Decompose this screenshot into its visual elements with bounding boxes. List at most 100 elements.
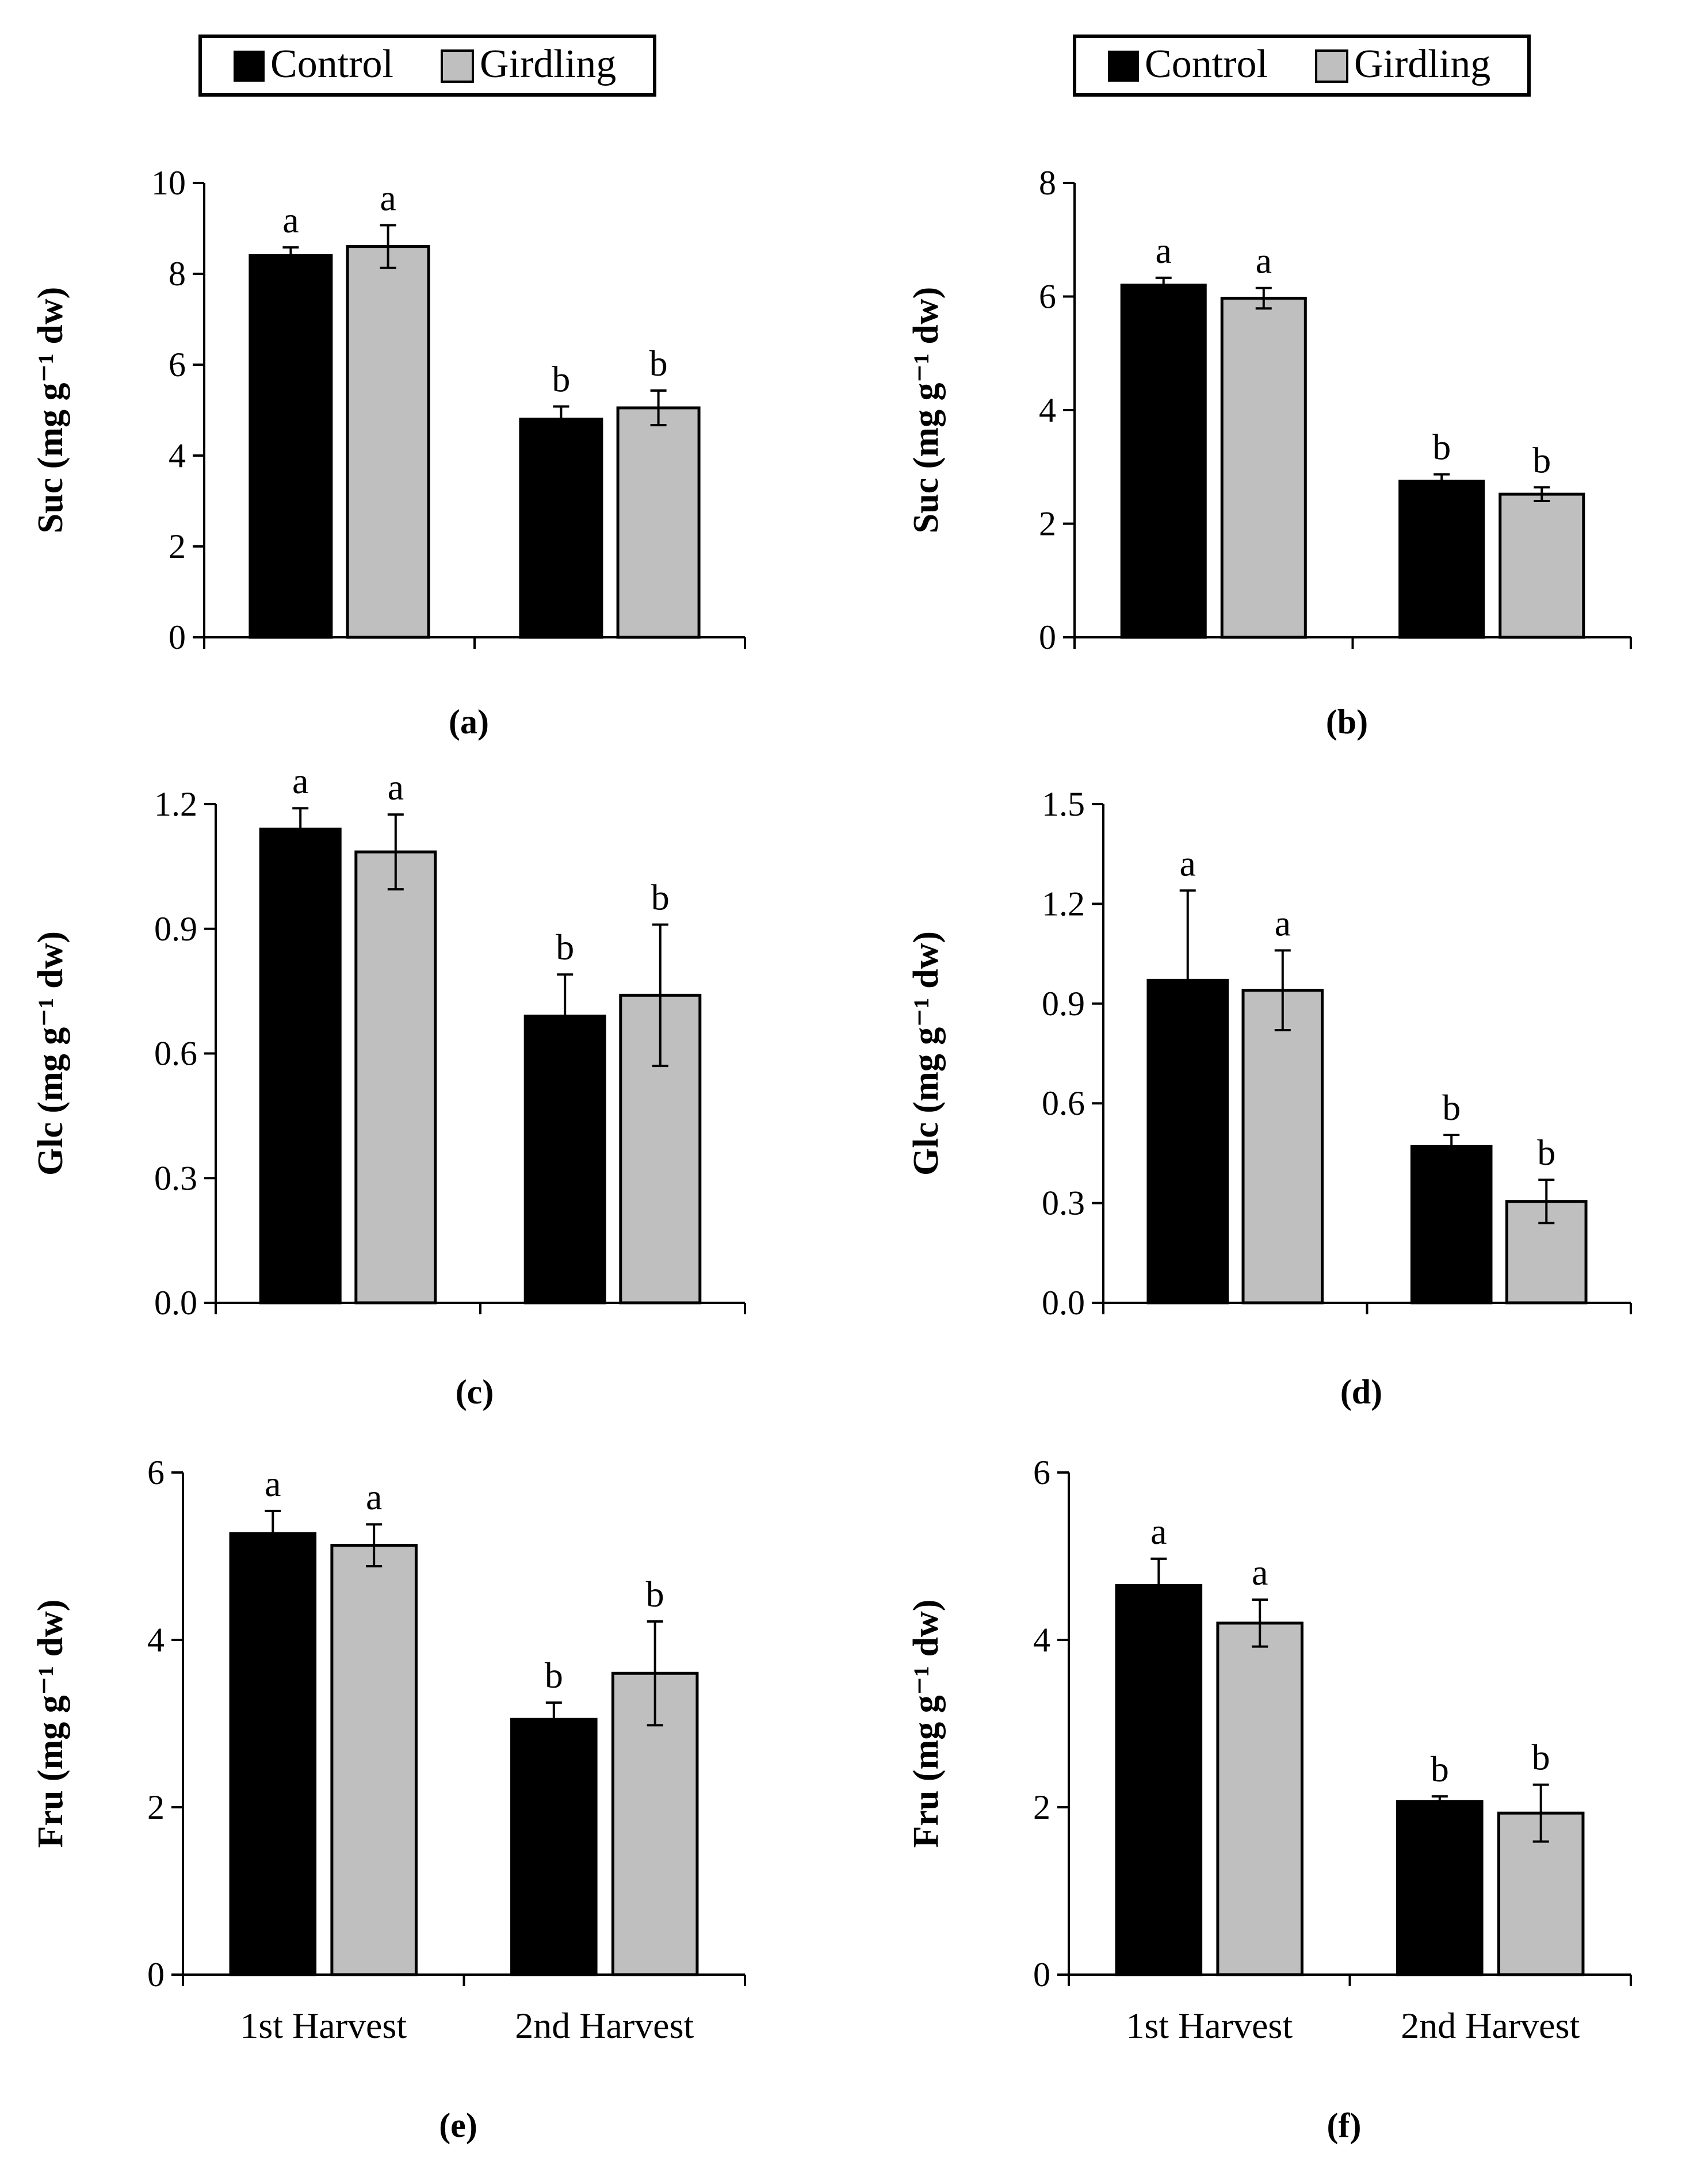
significance-letter: a: [380, 177, 396, 218]
y-tick-label: 6: [1033, 1454, 1050, 1491]
y-tick-label: 4: [169, 437, 186, 475]
significance-letter: a: [366, 1477, 382, 1517]
significance-letter: b: [1442, 1087, 1461, 1128]
x-category-label: 1st Harvest: [1126, 2005, 1293, 2046]
chart-panel-4: 0.0 0.3 0.6 0.9 1.2 1.5 a a b b Glc (mg g⁻¹ dw) (d): [907, 785, 1632, 1411]
significance-letter: a: [282, 200, 299, 240]
bar-control-2: [523, 1014, 606, 1305]
significance-letter: b: [545, 1655, 563, 1696]
y-tick-label: 0: [1033, 1956, 1050, 1994]
legend-left-label-girdling: Girdling: [480, 42, 616, 86]
y-tick-label: 2: [169, 527, 186, 565]
significance-letter: b: [651, 877, 670, 918]
significance-letter: a: [1275, 902, 1291, 943]
x-category-label: 2nd Harvest: [1401, 2005, 1580, 2046]
y-tick-label: 0.3: [154, 1159, 197, 1197]
panel-label: (e): [439, 2106, 477, 2144]
significance-letter: a: [292, 760, 308, 801]
x-category-label: 1st Harvest: [240, 2005, 407, 2046]
y-tick-label: 1.5: [1042, 785, 1085, 823]
y-tick-label: 0.3: [1042, 1184, 1085, 1222]
y-tick-label: 4: [147, 1621, 165, 1659]
significance-letter: b: [1431, 1749, 1449, 1789]
bar-girdling-1: [1220, 296, 1307, 639]
y-tick-label: 8: [169, 255, 186, 293]
y-tick-label: 6: [1039, 278, 1056, 316]
y-tick-label: 2: [1033, 1788, 1050, 1826]
chart-panel-1: 0 2 4 6 8 10 a a b b Suc (mg g⁻¹ dw) (a): [31, 164, 746, 741]
significance-letter: a: [1252, 1552, 1268, 1593]
y-tick-label: 0: [1039, 618, 1056, 656]
significance-letter: a: [1180, 843, 1196, 883]
legend-left-swatch-control: [234, 51, 265, 82]
y-tick-label: 0.6: [1042, 1084, 1085, 1122]
significance-letter: b: [1537, 1132, 1555, 1173]
chart-panel-6: 0 2 4 6 a a 1st Harvest b b 2nd Harvest Fru (mg g⁻…: [907, 1454, 1632, 2144]
legend-left-swatch-girdling: [441, 49, 474, 83]
y-axis-title: Suc (mg g⁻¹ dw): [907, 287, 946, 534]
significance-letter: b: [1432, 427, 1451, 468]
bar-girdling-2: [1498, 492, 1585, 639]
bar-control-2: [1396, 1800, 1484, 1976]
y-axis-title: Glc (mg g⁻¹ dw): [31, 931, 70, 1176]
legend-right-label-girdling: Girdling: [1354, 42, 1490, 86]
y-axis-title: Fru (mg g⁻¹ dw): [907, 1600, 946, 1848]
bar-girdling-1: [1216, 1621, 1303, 1976]
y-tick-label: 4: [1039, 391, 1056, 429]
legend-right: Control Girdling: [1073, 35, 1531, 97]
significance-letter: a: [388, 767, 404, 808]
bar-control-1: [1120, 284, 1207, 639]
bar-control-2: [1410, 1145, 1493, 1305]
y-tick-label: 0.0: [1042, 1284, 1085, 1322]
bar-girdling-1: [330, 1544, 418, 1976]
legend-right-label-control: Control: [1145, 42, 1268, 86]
bar-control-2: [519, 418, 603, 639]
panel-label: (f): [1327, 2106, 1362, 2144]
y-tick-label: 0.9: [1042, 985, 1085, 1023]
y-tick-label: 2: [147, 1788, 165, 1826]
y-tick-label: 1.2: [154, 785, 197, 823]
y-tick-label: 0.0: [154, 1284, 197, 1322]
legend-right-swatch-control: [1108, 51, 1139, 82]
y-tick-label: 1.2: [1042, 885, 1085, 923]
y-tick-label: 10: [151, 164, 186, 202]
y-axis-title: Suc (mg g⁻¹ dw): [31, 287, 70, 534]
significance-letter: b: [646, 1574, 664, 1615]
significance-letter: a: [265, 1463, 281, 1504]
legend-left: Control Girdling: [198, 35, 656, 97]
panel-label: (a): [449, 703, 489, 741]
y-tick-label: 4: [1033, 1621, 1050, 1659]
panel-label: (b): [1326, 703, 1368, 741]
bar-girdling-1: [346, 245, 430, 639]
y-axis-title: Fru (mg g⁻¹ dw): [31, 1600, 70, 1848]
panel-label: (d): [1340, 1373, 1382, 1411]
y-tick-label: 2: [1039, 505, 1056, 543]
y-axis-title: Glc (mg g⁻¹ dw): [907, 931, 946, 1176]
significance-letter: a: [1150, 1511, 1167, 1552]
chart-panels: 0 2 4 6 8 10 a a b b Suc (mg g⁻¹ dw) (a) 0 2 4 6 8 a a b b Su…: [31, 164, 1632, 2144]
y-tick-label: 0: [147, 1956, 165, 1994]
legend-left-label-control: Control: [270, 42, 393, 86]
y-tick-label: 0: [169, 618, 186, 656]
y-tick-label: 0.9: [154, 910, 197, 948]
significance-letter: b: [1532, 439, 1551, 480]
bar-control-1: [249, 254, 333, 639]
y-tick-label: 8: [1039, 164, 1056, 202]
significance-letter: b: [1532, 1737, 1550, 1778]
y-tick-label: 0.6: [154, 1035, 197, 1073]
x-category-label: 2nd Harvest: [515, 2005, 694, 2046]
chart-panel-5: 0 2 4 6 a a 1st Harvest b b 2nd Harvest Fru (mg g⁻…: [31, 1454, 746, 2144]
significance-letter: a: [1156, 230, 1172, 271]
significance-letter: a: [1256, 240, 1272, 281]
legend-right-frame: [1073, 35, 1531, 97]
bar-control-1: [259, 827, 342, 1305]
chart-panel-2: 0 2 4 6 8 a a b b Suc (mg g⁻¹ dw) (b): [907, 164, 1632, 741]
bar-girdling-1: [354, 850, 437, 1305]
legend-left-frame: [198, 35, 656, 97]
panel-label: (c): [456, 1373, 494, 1411]
bar-girdling-2: [616, 406, 701, 639]
chart-panel-3: 0.0 0.3 0.6 0.9 1.2 a a b b Glc (mg g⁻¹ dw) (c): [31, 760, 746, 1411]
y-tick-label: 6: [169, 346, 186, 384]
bar-control-2: [1398, 479, 1485, 639]
